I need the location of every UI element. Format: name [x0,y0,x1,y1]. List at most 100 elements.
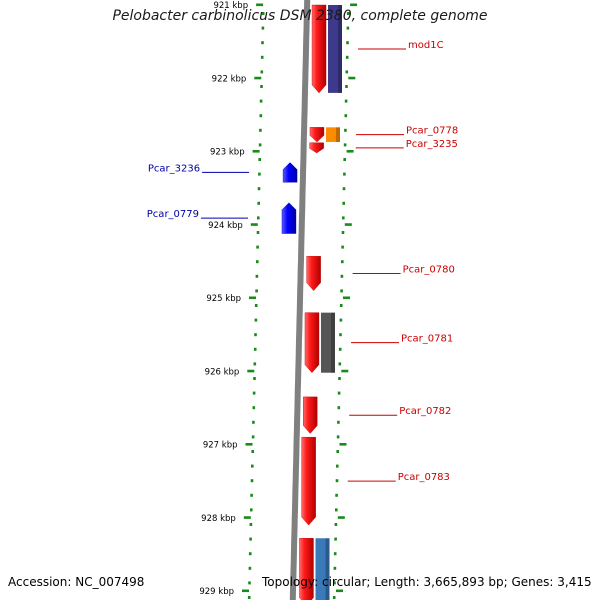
right-guide-dot [343,172,346,176]
left-guide-dot [260,55,264,59]
left-guide-dot [260,85,263,88]
left-guide-dot [258,143,262,147]
right-guide-dot [344,114,348,118]
ruler-tick-left [256,3,264,7]
left-guide-dot [253,377,256,380]
forward-gene [304,312,320,374]
gene-label: Pcar_0782 [399,406,451,417]
left-guide-dot [247,596,251,599]
left-guide-dot [255,274,259,278]
gene-label: Pcar_0780 [403,264,455,275]
genome-title: Pelobacter carbinolicus DSM 2380, comple… [112,8,488,24]
right-guide-dot [338,362,342,366]
left-guide-dot [248,552,252,556]
gene-label: Pcar_0781 [401,334,453,345]
genome-backbone [289,0,311,600]
feature-track-bar [328,5,342,93]
right-guide-dot [336,464,339,468]
right-guide-dot [333,581,336,585]
ruler-label: 926 kbp [205,367,240,377]
left-guide-dot [253,347,257,351]
left-guide-dot [254,333,257,337]
right-guide-dot [345,55,349,59]
ruler-label: 929 kbp [199,587,234,597]
gene-label: Pcar_0783 [398,472,450,483]
ruler-tick-left [245,443,253,446]
right-guide-dot [334,523,338,526]
right-guide-dot [335,479,339,483]
feature-track-shade [331,312,335,373]
right-guide-dot [342,187,346,191]
ruler-tick-left [243,516,251,519]
ruler-tick-right [350,3,358,7]
right-guide-dot [336,435,340,439]
right-guide-dot [338,377,341,380]
left-guide-dot [252,391,256,395]
forward-gene [311,4,327,94]
right-guide-dot [345,85,348,88]
feature-track-bar [326,127,340,142]
left-guide-dot [248,581,251,585]
ruler-tick-left [250,223,258,226]
right-guide-dot [341,260,344,264]
ruler-label: 925 kbp [206,294,241,304]
left-guide-dot [250,479,254,483]
right-guide-dot [335,508,338,512]
feature-track-shade [325,538,330,600]
ruler-tick-left [242,589,249,593]
forward-gene [309,142,324,154]
right-guide-dot [340,274,344,278]
left-guide-dot [254,318,258,322]
left-guide-dot [253,362,257,366]
right-guide-dot [339,304,343,307]
ruler-tick-right [348,76,356,80]
left-guide-dot [249,523,253,526]
gene-label: Pcar_0779 [147,209,199,220]
left-guide-dot [249,537,252,541]
right-guide-dot [338,347,342,351]
forward-gene [301,436,316,526]
right-guide-dot [337,391,341,395]
left-guide-dot [250,493,253,497]
left-guide-dot [256,231,260,234]
ruler-tick-right [341,369,349,373]
ruler-tick-right [336,589,343,593]
gene-label: Pcar_3236 [148,163,200,174]
right-guide-dot [341,245,344,249]
left-guide-dot [257,201,260,205]
right-guide-dot [334,537,337,541]
left-guide-dot [250,508,253,512]
ruler-label: 924 kbp [208,221,243,231]
ruler-label: 923 kbp [210,148,245,158]
ruler-tick-right [337,516,345,519]
right-guide-dot [337,420,340,424]
left-guide-dot [256,260,259,264]
right-guide-dot [345,70,349,74]
left-guide-dot [260,70,264,74]
left-guide-dot [259,128,262,132]
left-guide-dot [259,114,263,118]
left-guide-dot [252,420,255,424]
ruler-label: 928 kbp [201,514,236,524]
left-guide-dot [261,26,265,30]
gene-label: Pcar_0778 [406,126,458,137]
left-guide-dot [251,450,254,453]
left-guide-dot [251,435,255,439]
feature-track-bar [321,312,335,373]
forward-gene [306,256,321,291]
feature-track-shade [336,127,340,142]
forward-gene [299,538,314,600]
feature-track-shade [338,5,342,93]
forward-gene [303,396,318,434]
ruler-label: 922 kbp [212,74,247,84]
right-guide-dot [344,128,347,132]
gene-label: Pcar_3235 [406,139,458,150]
left-guide-dot [257,216,260,220]
right-guide-dot [333,566,337,570]
left-guide-dot [254,304,258,307]
right-guide-dot [343,143,347,147]
ruler-label: 921 kbp [213,1,248,11]
left-guide-dot [261,41,264,45]
ruler-tick-left [247,369,255,373]
right-guide-dot [333,552,337,556]
